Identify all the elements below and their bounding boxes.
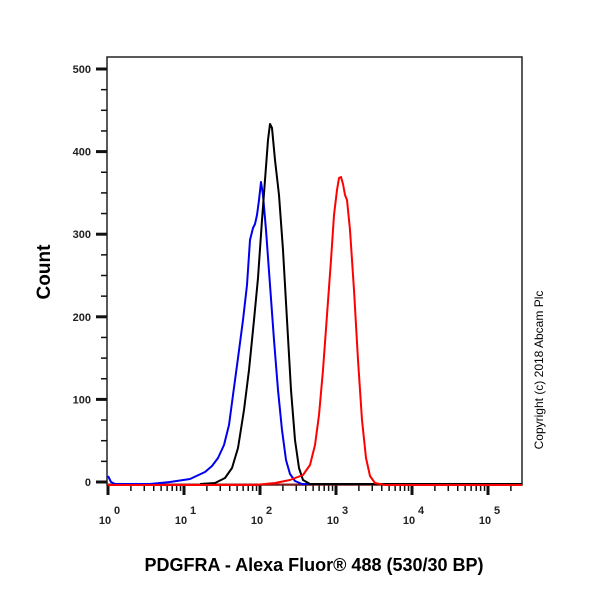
x-tick-label: 10	[479, 515, 491, 527]
y-tick-label: 300	[73, 229, 91, 241]
x-tick-exponent: 3	[342, 505, 348, 517]
histogram-curve-blue	[107, 181, 522, 485]
x-tick-label: 10	[251, 515, 263, 527]
x-tick-exponent: 2	[266, 505, 272, 517]
y-tick-label: 0	[85, 477, 91, 489]
y-tick-label: 500	[73, 64, 91, 76]
x-axis-title: PDGFRA - Alexa Fluor® 488 (530/30 BP)	[144, 555, 483, 575]
y-tick-label: 200	[73, 312, 91, 324]
plot-frame	[106, 56, 523, 486]
y-tick-label: 400	[73, 147, 91, 159]
x-tick-exponent: 5	[494, 505, 500, 517]
x-tick-label: 10	[175, 515, 187, 527]
x-tick-exponent: 4	[418, 505, 425, 517]
x-tick-label: 10	[403, 515, 415, 527]
x-tick-label: 10	[327, 515, 339, 527]
x-tick-exponent: 0	[114, 505, 120, 517]
histogram-curve-red	[108, 176, 522, 486]
series-group	[107, 123, 522, 486]
copyright-annotation: Copyright (c) 2018 Abcam Plc	[532, 291, 546, 450]
x-tick-label: 10	[99, 515, 111, 527]
x-tick-exponent: 1	[190, 505, 196, 517]
histogram-curve-black	[199, 123, 522, 485]
y-axis: 0 100 200 300 400 500	[73, 64, 107, 489]
y-tick-label: 100	[73, 394, 91, 406]
y-axis-title: Count	[34, 244, 55, 300]
